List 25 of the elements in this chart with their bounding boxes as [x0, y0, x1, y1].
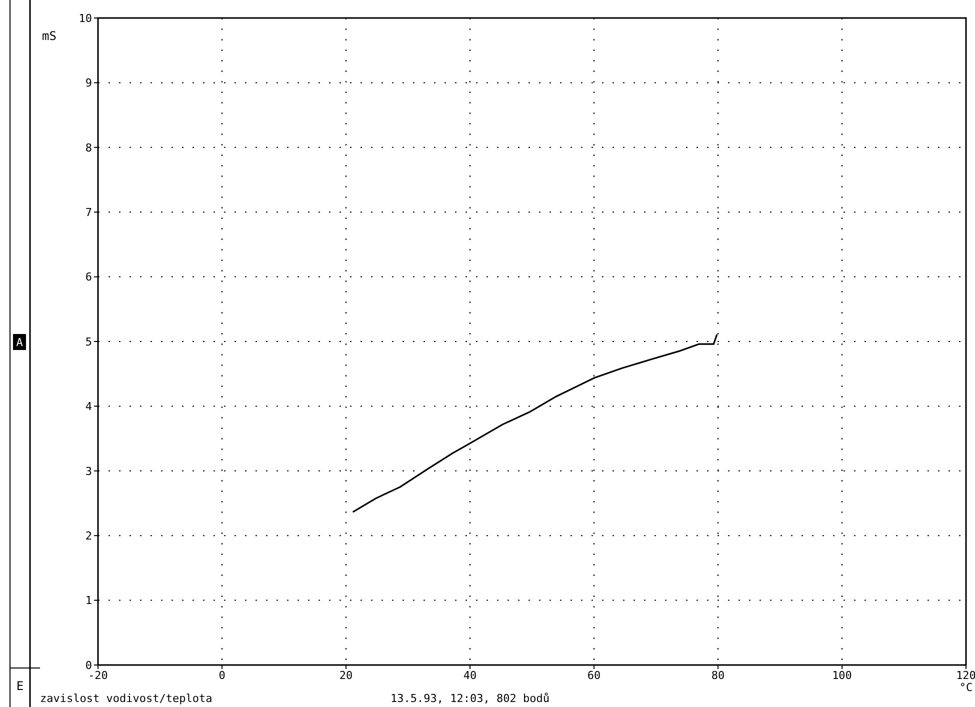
x-tick-label: 60 — [587, 669, 601, 682]
y-tick-label: 8 — [85, 141, 92, 154]
text: A — [16, 336, 24, 349]
y-tick-label: 5 — [85, 335, 92, 348]
y-tick-label: 4 — [85, 400, 92, 414]
x-tick-label: -20 — [88, 669, 108, 682]
y-axis-title: mS — [42, 29, 56, 43]
x-axis-title: °C — [959, 681, 973, 694]
y-tick-label: 0 — [85, 658, 92, 672]
y-tick-label: 7 — [85, 206, 92, 219]
x-tick-label: 80 — [711, 669, 725, 682]
x-tick-label: 0 — [218, 669, 226, 682]
text: 13.5.93, 12:03, 802 bodů — [390, 692, 550, 705]
y-tick-label: 9 — [85, 76, 92, 90]
x-tick-label: 40 — [463, 669, 477, 682]
x-tick-label: 120 — [956, 669, 975, 682]
text: zavislost vodivost/teplota — [40, 692, 212, 705]
x-tick-label: 100 — [832, 669, 852, 682]
y-tick-label: 2 — [85, 529, 92, 542]
y-tick-label: 6 — [85, 270, 92, 284]
x-tick-label: 20 — [339, 669, 353, 682]
text: E — [16, 679, 24, 693]
y-tick-label: 1 — [85, 594, 92, 608]
y-tick-label: 3 — [85, 464, 92, 478]
y-tick-label: 10 — [78, 12, 92, 25]
